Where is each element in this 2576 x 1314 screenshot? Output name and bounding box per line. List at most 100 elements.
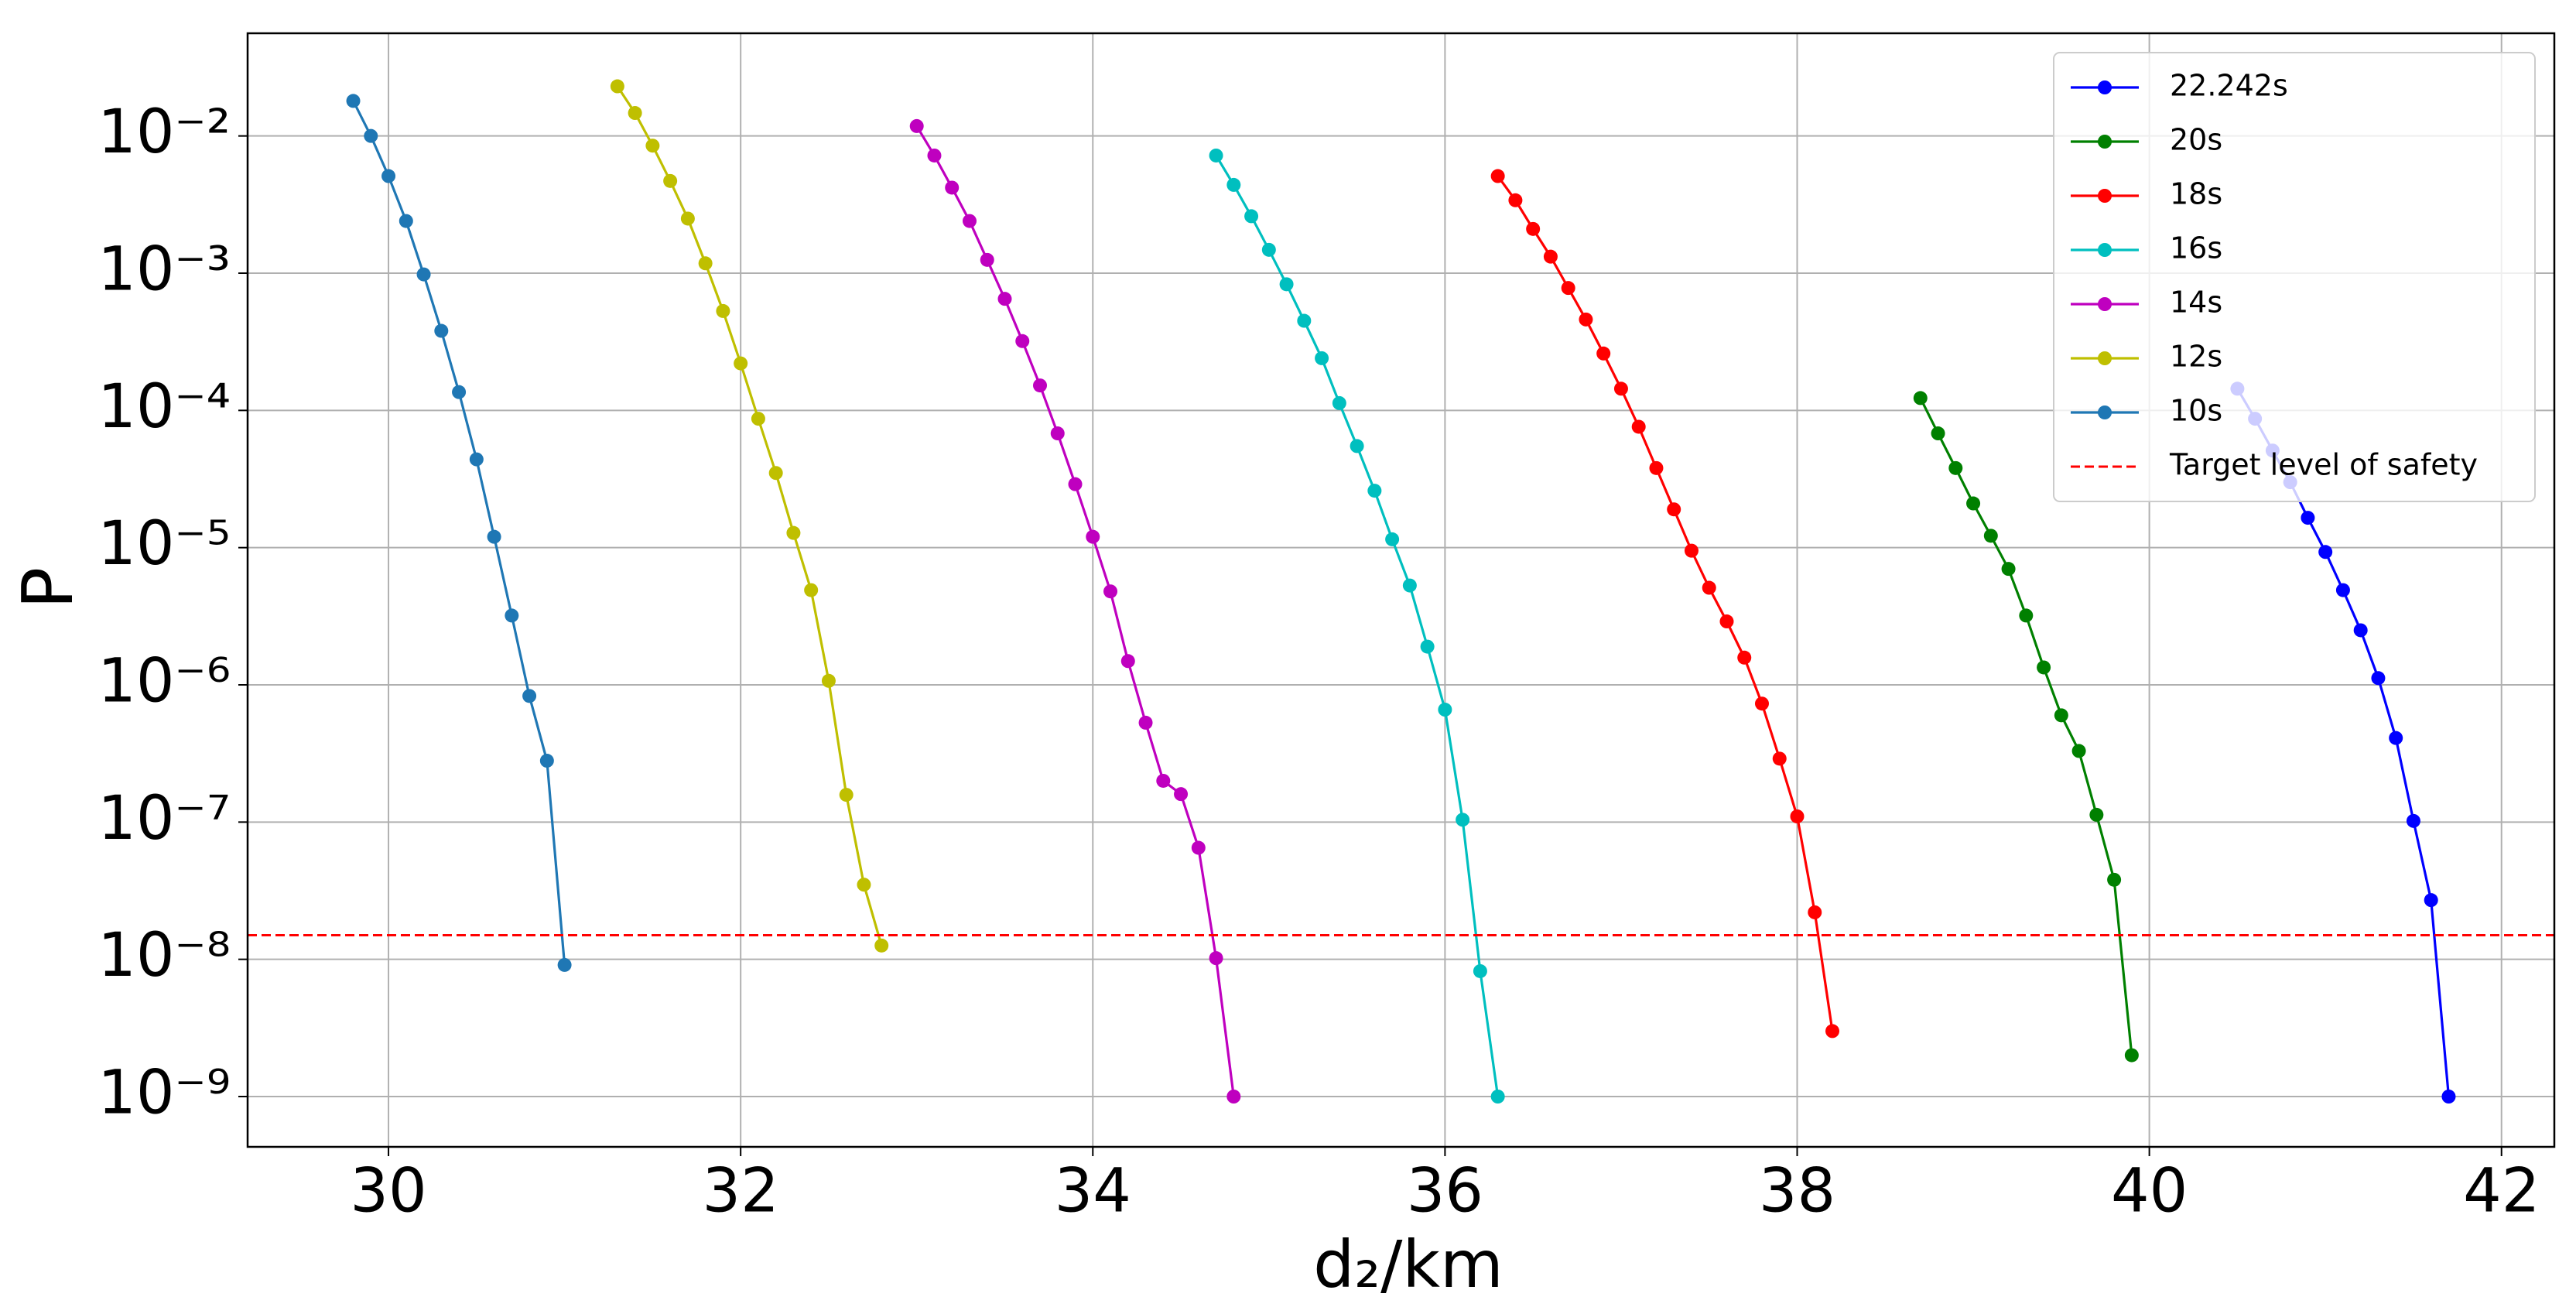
plot-frame [246, 32, 2556, 1148]
data-point [839, 788, 854, 802]
data-point [1015, 334, 1030, 348]
data-point [557, 957, 572, 972]
y-tick-label: 10⁻⁷ [97, 784, 231, 854]
data-point [434, 323, 449, 338]
data-point [1332, 395, 1346, 410]
legend-box [2053, 52, 2536, 502]
data-point [2019, 608, 2034, 623]
x-tick-label: 34 [1055, 1156, 1131, 1226]
data-point [980, 252, 994, 267]
data-point [857, 878, 871, 892]
legend-label: 16s [2170, 231, 2222, 265]
data-point [1667, 502, 1681, 517]
series-line [1215, 155, 1500, 1097]
x-tick-label: 38 [1759, 1156, 1835, 1226]
data-point [1156, 773, 1171, 788]
series-line [352, 100, 566, 966]
legend-marker [2098, 80, 2112, 94]
data-point [1825, 1024, 1840, 1039]
data-point [2124, 1048, 2139, 1062]
data-point [1350, 439, 1364, 453]
data-point [1913, 391, 1928, 405]
data-point [1790, 809, 1805, 823]
y-tick-label: 10⁻⁴ [97, 372, 231, 442]
data-point [1508, 193, 1523, 207]
data-point [1068, 477, 1083, 491]
x-tick-label: 36 [1407, 1156, 1483, 1226]
data-point [1754, 696, 1769, 711]
series-line [1497, 175, 1834, 1032]
x-axis-label: d₂/km [1313, 1227, 1504, 1302]
data-point [734, 356, 748, 371]
data-point [1772, 751, 1787, 766]
data-point [1526, 221, 1541, 236]
data-point [1226, 1090, 1241, 1104]
y-tick-label: 10⁻² [97, 98, 231, 167]
legend-marker [2098, 405, 2112, 419]
data-point [1086, 529, 1100, 544]
x-tick-label: 42 [2463, 1156, 2540, 1226]
legend-label: 12s [2170, 340, 2222, 374]
data-point [1138, 715, 1153, 730]
data-point [2335, 583, 2350, 597]
legend-label: Target level of safety [2169, 448, 2478, 482]
data-point [1613, 382, 1628, 396]
legend-label: 22.242s [2170, 69, 2288, 103]
legend-marker [2098, 189, 2112, 203]
data-point [663, 173, 678, 188]
y-tick-label: 10⁻⁶ [97, 646, 231, 716]
data-point [2424, 893, 2438, 908]
data-point [1279, 277, 1294, 292]
data-point [610, 79, 624, 94]
data-point [1226, 177, 1241, 192]
data-point [1209, 951, 1223, 966]
x-tick-label: 40 [2111, 1156, 2188, 1226]
data-point [1420, 639, 1435, 654]
legend-label: 18s [2170, 177, 2222, 211]
data-point [945, 180, 960, 195]
data-point [1983, 529, 1998, 543]
data-point [364, 128, 378, 143]
data-point [1456, 813, 1470, 827]
data-point [2441, 1090, 2456, 1104]
data-point [452, 385, 467, 399]
data-point [1191, 840, 1206, 855]
data-point [2371, 671, 2386, 686]
data-point [1702, 580, 1716, 595]
data-point [2037, 660, 2051, 675]
legend-label: 14s [2170, 286, 2222, 320]
data-point [1174, 787, 1189, 802]
x-tick-label: 32 [703, 1156, 779, 1226]
data-point [1103, 584, 1118, 599]
legend-marker [2098, 297, 2112, 311]
data-point [1719, 614, 1734, 629]
legend-marker [2098, 351, 2112, 365]
legend-label: 20s [2170, 123, 2222, 157]
data-point [399, 214, 413, 228]
data-point [1966, 496, 1981, 511]
data-point [1473, 963, 1487, 978]
y-axis-label: P [8, 567, 89, 609]
data-point [346, 94, 361, 108]
data-point [1684, 543, 1699, 558]
data-point [768, 466, 783, 481]
x-tick-label: 30 [350, 1156, 426, 1226]
data-point [680, 211, 695, 226]
data-point [1737, 650, 1752, 665]
data-point [1931, 426, 1945, 441]
data-point [1808, 905, 1822, 919]
y-tick-label: 10⁻⁹ [97, 1058, 231, 1128]
data-point [698, 256, 713, 271]
data-point [1631, 419, 1646, 434]
data-point [1297, 313, 1312, 328]
y-tick-label: 10⁻⁸ [97, 921, 231, 991]
data-point [1948, 460, 1963, 475]
y-tick-label: 10⁻³ [97, 234, 231, 304]
data-point [927, 148, 942, 163]
data-point [1490, 1090, 1505, 1104]
data-point [2318, 545, 2333, 559]
data-point [2089, 807, 2104, 822]
legend-marker [2098, 135, 2112, 149]
data-point [469, 452, 484, 467]
